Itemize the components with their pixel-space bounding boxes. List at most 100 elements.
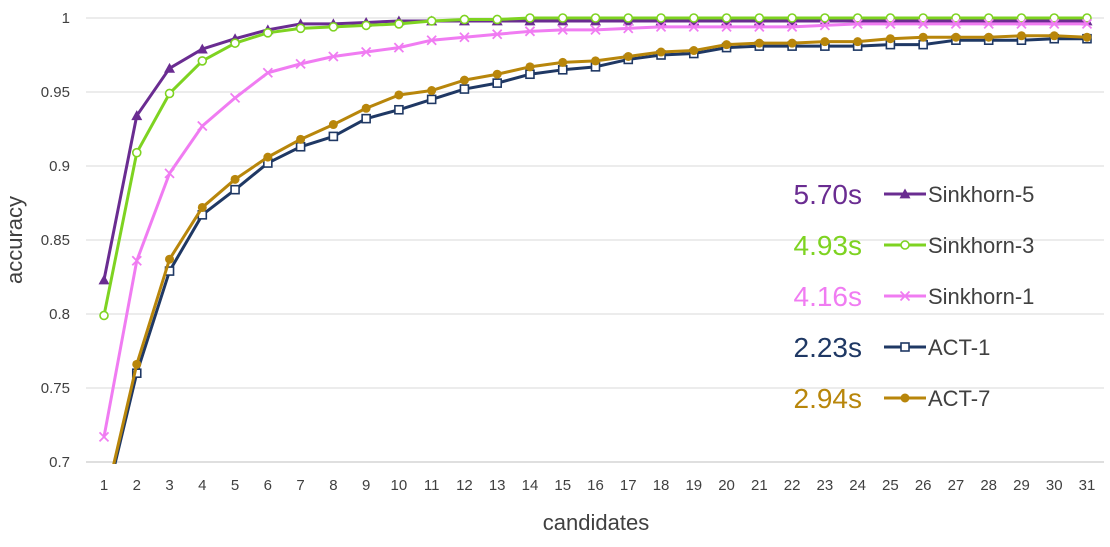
data-point: [525, 13, 535, 23]
data-point: [524, 26, 536, 37]
data-point: [819, 20, 831, 31]
data-point: [918, 13, 928, 23]
data-point: [197, 202, 207, 212]
x-tick-label: 25: [882, 477, 899, 494]
series-group: [98, 13, 1093, 511]
data-point: [230, 184, 240, 195]
legend-label: ACT-7: [928, 386, 990, 411]
data-point: [427, 86, 437, 96]
x-tick-label: 23: [817, 477, 834, 494]
data-point: [459, 75, 469, 85]
x-tick-label: 6: [264, 477, 272, 494]
y-tick-label: 0.95: [41, 84, 70, 101]
data-point: [722, 40, 732, 50]
data-point: [557, 13, 568, 23]
data-point: [131, 255, 142, 266]
data-point: [885, 34, 895, 44]
legend-marker: [900, 393, 910, 403]
data-point: [426, 16, 437, 26]
x-tick-label: 31: [1079, 477, 1096, 494]
data-point: [295, 23, 306, 34]
data-point: [361, 20, 371, 31]
data-point: [853, 37, 863, 47]
data-point: [394, 19, 404, 29]
data-point: [328, 51, 339, 62]
legend-marker: [899, 188, 911, 199]
data-point: [328, 22, 339, 32]
data-point: [263, 27, 273, 38]
legend-marker: [900, 342, 910, 352]
x-tick-label: 19: [685, 477, 702, 494]
series-sinkhorn-1: [98, 18, 1093, 442]
data-point: [885, 13, 896, 23]
data-point: [165, 254, 175, 264]
data-point: [1016, 31, 1026, 41]
data-point: [196, 43, 208, 54]
legend-entry: 2.23s ACT-1: [794, 332, 991, 363]
legend-marker: [900, 240, 910, 250]
data-point: [459, 32, 470, 43]
data-point: [394, 104, 404, 115]
data-point: [885, 18, 896, 30]
data-point: [328, 131, 339, 142]
x-tick-label: 22: [784, 477, 801, 494]
legend-entry: 4.93s Sinkhorn-3: [794, 230, 1035, 261]
data-point: [786, 21, 798, 33]
data-point: [492, 29, 503, 40]
x-tick-label: 10: [391, 477, 408, 494]
data-point: [426, 94, 437, 105]
x-tick-label: 7: [296, 477, 304, 494]
x-tick-label: 15: [554, 477, 571, 494]
data-point: [754, 21, 765, 33]
data-point: [918, 39, 928, 50]
x-tick-label: 4: [198, 477, 206, 494]
data-point: [492, 14, 503, 25]
data-point: [558, 57, 568, 67]
data-point: [328, 120, 338, 130]
y-tick-label: 0.9: [49, 158, 70, 175]
x-tick-label: 17: [620, 477, 637, 494]
legend-entry: 5.70s Sinkhorn-5: [794, 179, 1035, 210]
data-point: [1016, 18, 1027, 30]
series-line: [112, 34, 1088, 464]
legend-label: ACT-1: [928, 335, 990, 360]
series-line: [113, 37, 1087, 464]
legend-time: 4.93s: [794, 230, 863, 261]
data-point: [1049, 18, 1060, 30]
data-point: [820, 13, 830, 23]
data-point: [918, 18, 929, 30]
data-point: [230, 38, 240, 48]
data-point: [132, 359, 142, 369]
data-point: [787, 13, 797, 23]
x-tick-label: 3: [165, 477, 173, 494]
data-point: [1049, 31, 1059, 41]
y-tick-label: 0.75: [41, 380, 70, 397]
data-point: [164, 168, 175, 179]
legend-time: 5.70s: [794, 179, 863, 210]
x-tick-label: 11: [424, 477, 440, 494]
series-line: [102, 22, 1087, 438]
data-point: [721, 21, 732, 33]
legend-entry: 4.16s Sinkhorn-1: [794, 281, 1035, 312]
data-point: [951, 32, 961, 42]
y-axis-title: accuracy: [2, 196, 27, 284]
data-point: [296, 134, 306, 144]
y-tick-label: 0.7: [49, 454, 70, 471]
data-point: [623, 51, 633, 61]
data-point: [623, 23, 634, 34]
data-point: [787, 38, 797, 48]
data-point: [100, 502, 109, 511]
legend-time: 2.94s: [794, 383, 863, 414]
data-point: [655, 21, 667, 33]
x-tick-label: 24: [849, 477, 866, 494]
data-point: [131, 147, 142, 158]
legend-entry: 2.94s ACT-7: [794, 383, 991, 414]
data-point: [754, 38, 764, 48]
x-tick-label: 26: [915, 477, 932, 494]
data-point: [98, 274, 110, 285]
data-point: [459, 14, 470, 25]
data-point: [459, 84, 470, 94]
legend-time: 4.16s: [794, 281, 863, 312]
x-tick-label: 1: [100, 477, 108, 494]
